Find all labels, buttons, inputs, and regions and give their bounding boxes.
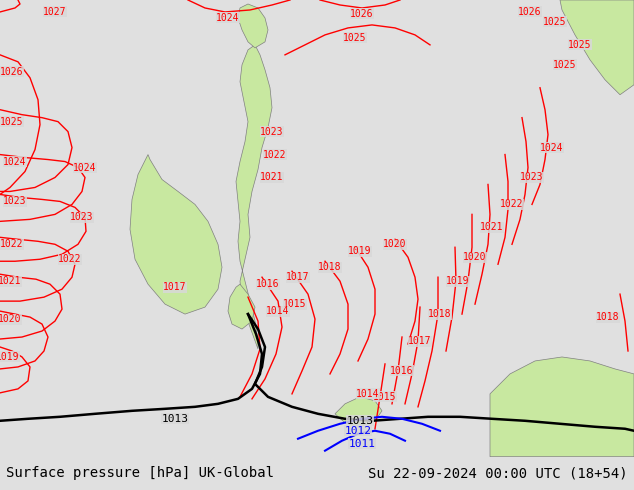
Text: 1020: 1020 [383, 239, 407, 249]
Text: 1022: 1022 [58, 254, 82, 264]
Text: 1021: 1021 [480, 222, 504, 232]
Text: 1025: 1025 [553, 60, 577, 70]
Text: 1018: 1018 [596, 312, 620, 322]
Text: 1023: 1023 [260, 126, 284, 137]
Text: 1026: 1026 [518, 7, 541, 17]
Text: 1020: 1020 [463, 252, 487, 262]
Text: 1022: 1022 [263, 149, 287, 160]
Text: 1022: 1022 [0, 239, 23, 249]
Text: 1019: 1019 [446, 276, 470, 286]
Text: 1023: 1023 [521, 172, 544, 182]
Text: 1022: 1022 [500, 199, 524, 209]
Text: 1020: 1020 [0, 314, 22, 324]
Polygon shape [130, 154, 222, 314]
Text: 1017: 1017 [286, 272, 310, 282]
Text: 1016: 1016 [391, 366, 414, 376]
Text: 1013: 1013 [347, 416, 373, 426]
Text: 1023: 1023 [70, 212, 94, 222]
Text: Surface pressure [hPa] UK-Global: Surface pressure [hPa] UK-Global [6, 466, 275, 480]
Text: 1021: 1021 [0, 276, 22, 286]
Text: 1019: 1019 [348, 246, 372, 256]
Text: 1024: 1024 [74, 163, 97, 172]
Text: 1018: 1018 [318, 262, 342, 272]
Text: 1026: 1026 [0, 67, 23, 77]
Text: 1025: 1025 [543, 17, 567, 27]
Text: 1018: 1018 [428, 309, 452, 319]
Text: 1023: 1023 [3, 196, 27, 206]
Text: 1024: 1024 [540, 143, 564, 152]
Text: Su 22-09-2024 00:00 UTC (18+54): Su 22-09-2024 00:00 UTC (18+54) [368, 466, 628, 480]
Polygon shape [490, 357, 634, 457]
Text: 1015: 1015 [373, 392, 397, 402]
Text: 1014: 1014 [356, 389, 380, 399]
Text: 1026: 1026 [350, 9, 374, 19]
Text: 1017: 1017 [408, 336, 432, 346]
Polygon shape [335, 397, 382, 427]
Polygon shape [228, 284, 255, 329]
Polygon shape [236, 45, 272, 349]
Text: 1014: 1014 [266, 306, 290, 316]
Text: 1021: 1021 [260, 172, 284, 182]
Text: 1025: 1025 [568, 40, 592, 50]
Polygon shape [238, 4, 268, 48]
Text: 1012: 1012 [344, 426, 372, 436]
Text: 1013: 1013 [162, 414, 188, 424]
Text: 1025: 1025 [343, 33, 366, 43]
Text: 1019: 1019 [0, 352, 20, 362]
Text: 1024: 1024 [3, 156, 27, 167]
Text: 1025: 1025 [0, 117, 23, 126]
Text: 1024: 1024 [216, 13, 240, 23]
Polygon shape [560, 0, 634, 95]
Text: 1027: 1027 [43, 7, 67, 17]
Text: 1017: 1017 [163, 282, 187, 292]
Text: 1011: 1011 [349, 439, 375, 449]
Text: 1015: 1015 [283, 299, 307, 309]
Text: 1016: 1016 [256, 279, 280, 289]
